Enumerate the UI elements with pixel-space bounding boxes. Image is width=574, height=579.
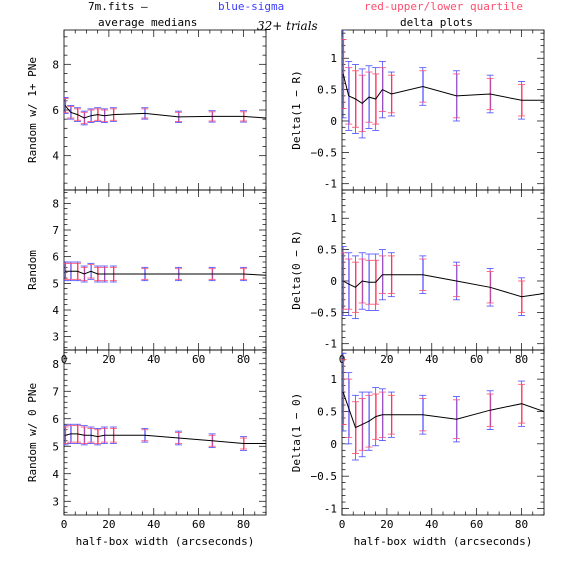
x-tick-label: 60: [470, 353, 483, 366]
y-tick-label: -1: [324, 503, 337, 516]
red-quartile-label: red-upper/lower quartile: [364, 0, 523, 13]
y-tick-label: -1: [324, 178, 337, 191]
y-tick-label: 7: [52, 224, 59, 237]
x-axis-label: half-box width (arcseconds): [76, 535, 255, 548]
panel-1: 4 6 8 Random w/ 1+ PNe: [26, 29, 267, 191]
x-tick-label: 20: [102, 518, 115, 531]
y-tick-label: 3: [52, 495, 59, 508]
y-tick-label: 1: [330, 373, 337, 386]
y-tick-label: −0.5: [311, 146, 338, 159]
y-axis-label: Random w/ 0 PNe: [26, 383, 39, 482]
y-tick-label: −0.5: [311, 306, 338, 319]
median-line: [64, 105, 266, 119]
median-line: [342, 73, 544, 105]
y-tick-label: 6: [52, 251, 59, 264]
x-tick-label: 80: [237, 518, 250, 531]
y-tick-label: 0.5: [317, 405, 337, 418]
x-tick-label: 40: [425, 518, 438, 531]
y-tick-label: 5: [52, 440, 59, 453]
median-line: [342, 391, 544, 429]
x-tick-label: 20: [102, 353, 115, 366]
y-tick-label: −0.5: [311, 470, 338, 483]
y-tick-label: 6: [52, 104, 59, 117]
y-axis-label: Delta(0 − R): [290, 230, 303, 309]
panel-frame: [341, 189, 545, 351]
blue-sigma-label: blue-sigma: [218, 0, 284, 13]
panel-6: -1 −0.5 0 0.5 1 0 20 40 60 80 Delta(1 − 0) half-box…: [290, 349, 545, 548]
panel-4: -1 −0.5 0 0.5 1 Delta(1 − R): [290, 29, 545, 191]
x-tick-label: 20: [380, 518, 393, 531]
y-tick-label: 6: [52, 413, 59, 426]
panel-frame: [63, 189, 267, 351]
y-tick-label: 8: [52, 58, 59, 71]
x-tick-label: 0: [339, 518, 346, 531]
left-column-title: average medians: [98, 16, 197, 29]
y-tick-label: 0.5: [317, 84, 337, 97]
x-tick-label: 60: [470, 518, 483, 531]
panel-frame: [63, 349, 267, 516]
median-line: [342, 274, 544, 298]
y-axis-label: Delta(1 − 0): [290, 393, 303, 472]
plot-area: [342, 30, 544, 139]
x-tick-label: 60: [192, 518, 205, 531]
median-line: [65, 270, 266, 276]
y-tick-label: 0: [330, 438, 337, 451]
y-axis-label: Random w/ 1+ PNe: [26, 57, 39, 163]
x-tick-label: 40: [425, 353, 438, 366]
x-tick-label: 80: [237, 353, 250, 366]
x-tick-label: 80: [515, 518, 528, 531]
y-tick-label: 0.5: [317, 244, 337, 257]
y-tick-label: 1: [330, 212, 337, 225]
y-tick-label: 4: [52, 468, 59, 481]
y-tick-label: -1: [324, 338, 337, 351]
y-tick-label: 0: [330, 115, 337, 128]
median-line: [64, 433, 266, 444]
plot-area: [64, 423, 266, 451]
plot-area: [342, 352, 544, 461]
x-tick-label: 0: [61, 518, 68, 531]
x-tick-label: 80: [515, 353, 528, 366]
plot-area: [342, 246, 544, 320]
y-tick-label: 1: [330, 52, 337, 65]
x-tick-label: 40: [147, 518, 160, 531]
y-axis-label: Delta(1 − R): [290, 70, 303, 149]
y-tick-label: 4: [52, 150, 59, 163]
x-tick-label: 20: [380, 353, 393, 366]
y-tick-label: 8: [52, 358, 59, 371]
x-axis-label: half-box width (arcseconds): [354, 535, 533, 548]
y-tick-label: 0: [330, 275, 337, 288]
y-tick-label: 3: [52, 331, 59, 344]
file-label: 7m.fits —: [88, 0, 148, 13]
trials-label: 32+ trials: [257, 19, 318, 33]
plot-area: [64, 97, 266, 126]
y-tick-label: 8: [52, 197, 59, 210]
x-tick-label: 60: [192, 353, 205, 366]
plot-area: [64, 261, 266, 283]
y-tick-label: 7: [52, 385, 59, 398]
y-tick-label: 4: [52, 304, 59, 317]
y-tick-label: 5: [52, 277, 59, 290]
y-axis-label: Random: [26, 250, 39, 290]
right-column-title: delta plots: [400, 16, 473, 29]
panel-frame: [341, 29, 545, 191]
panel-frame: [341, 349, 545, 516]
x-tick-label: 40: [147, 353, 160, 366]
